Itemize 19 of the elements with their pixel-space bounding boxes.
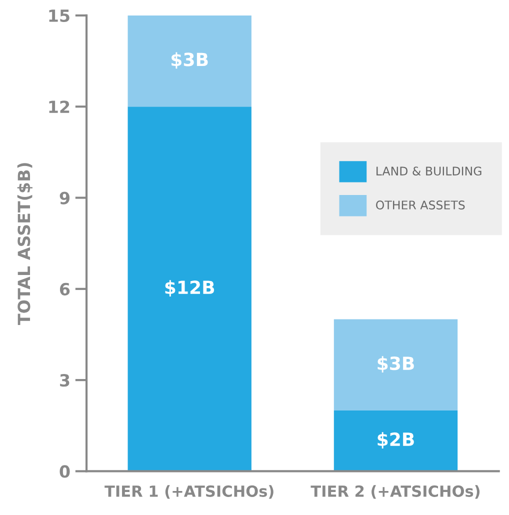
data-label: $2B	[378, 432, 414, 448]
data-label: $12B	[165, 280, 214, 297]
bar	[128, 106, 252, 472]
x-tick-label: TIER 1 (+ATSICHOs)	[104, 485, 274, 499]
y-tick-label: 3	[60, 374, 70, 387]
legend-label: LAND & BUILDING	[376, 166, 482, 176]
bar	[128, 15, 252, 107]
y-tick-label: 15	[49, 10, 70, 22]
y-axis-title: TOTAL ASSET($B)	[17, 163, 32, 325]
data-label: $3B	[172, 52, 208, 69]
legend-label: OTHER ASSETS	[376, 200, 465, 210]
y-tick-label: 9	[60, 192, 70, 204]
y-tick-label: 0	[60, 465, 70, 478]
bar	[334, 319, 458, 410]
bar	[334, 410, 458, 472]
data-label: $3B	[378, 356, 414, 373]
x-tick-label: TIER 2 (+ATSICHOs)	[310, 485, 480, 499]
y-tick-label: 12	[49, 100, 70, 113]
y-tick-label: 6	[60, 282, 70, 296]
